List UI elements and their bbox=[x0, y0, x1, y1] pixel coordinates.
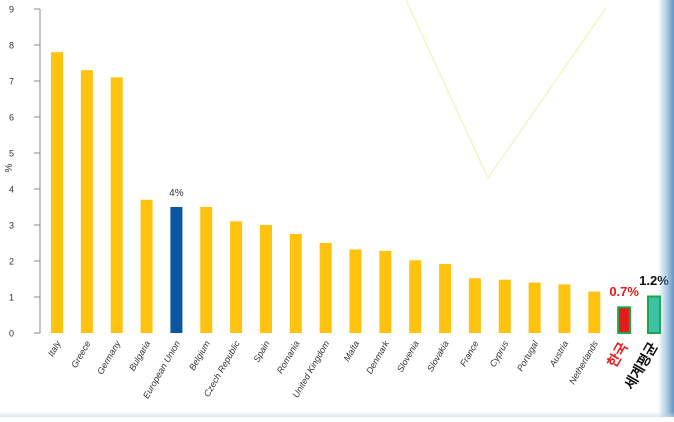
x-tick-label: Cyprus bbox=[488, 339, 511, 369]
y-tick-label: 9 bbox=[9, 5, 14, 15]
bar bbox=[528, 282, 541, 333]
background-decoration bbox=[405, 0, 607, 180]
bottom-fade bbox=[0, 411, 674, 417]
bar bbox=[200, 207, 213, 333]
x-tick-label: Spain bbox=[252, 339, 272, 364]
decorative-line bbox=[405, 0, 607, 180]
bar bbox=[230, 221, 243, 333]
x-tick-label: Italy bbox=[46, 339, 63, 359]
x-tick-label: 한국 bbox=[605, 340, 632, 370]
bar bbox=[51, 52, 63, 333]
x-tick-label: Portugal bbox=[515, 338, 541, 373]
bar bbox=[259, 225, 272, 333]
y-tick-label: 7 bbox=[9, 77, 14, 87]
bars bbox=[51, 52, 661, 334]
x-tick-label: Romania bbox=[275, 339, 302, 375]
y-tick-label: 0 bbox=[9, 329, 14, 339]
y-axis-label: % bbox=[4, 163, 15, 172]
right-edge-glow bbox=[658, 0, 674, 417]
x-tick-label: Netherlands bbox=[567, 339, 600, 386]
data-label: 0.7% bbox=[609, 284, 639, 299]
y-axis: 0 1 2 3 4 5 6 7 8 9% bbox=[4, 5, 41, 339]
bar-korea bbox=[617, 306, 632, 334]
x-tick-label: Denmark bbox=[364, 339, 391, 376]
bar bbox=[349, 249, 362, 333]
x-tick-label: Slovakia bbox=[425, 339, 451, 373]
bar bbox=[80, 70, 93, 333]
x-tick-label: France bbox=[458, 339, 481, 368]
bar bbox=[319, 243, 332, 333]
bar bbox=[498, 279, 511, 333]
y-tick-label: 2 bbox=[9, 257, 14, 267]
bar bbox=[289, 234, 302, 333]
bar bbox=[588, 291, 601, 333]
bar bbox=[439, 263, 452, 333]
bar bbox=[140, 199, 153, 333]
y-tick-label: 5 bbox=[9, 149, 14, 159]
bar bbox=[558, 284, 571, 333]
x-tick-label: Slovenia bbox=[395, 339, 421, 374]
x-tick-label: Bulgaria bbox=[127, 339, 152, 373]
bar bbox=[409, 260, 422, 333]
y-tick-label: 3 bbox=[9, 221, 14, 231]
data-label: 4% bbox=[169, 188, 184, 199]
bar bbox=[170, 207, 183, 333]
x-tick-label: Belgium bbox=[187, 339, 212, 373]
x-tick-label: Austria bbox=[547, 339, 570, 369]
bar bbox=[379, 250, 392, 333]
y-tick-label: 4 bbox=[9, 185, 14, 195]
x-tick-label: Germany bbox=[95, 339, 122, 376]
y-tick-label: 1 bbox=[9, 293, 14, 303]
bar bbox=[468, 278, 481, 333]
y-tick-label: 6 bbox=[9, 113, 14, 123]
bar bbox=[110, 77, 123, 334]
x-tick-label: Greece bbox=[69, 339, 92, 370]
y-tick-label: 8 bbox=[9, 41, 14, 51]
x-tick-label: Malta bbox=[342, 339, 362, 363]
